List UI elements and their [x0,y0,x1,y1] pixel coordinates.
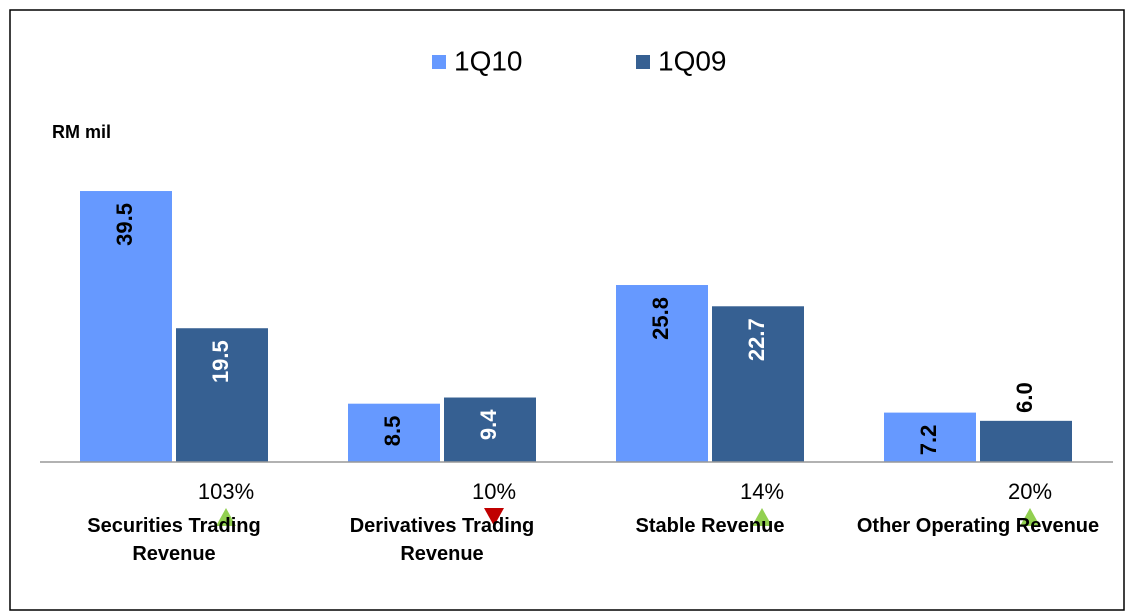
data-label: 6.0 [1012,382,1037,413]
bar [348,403,440,462]
data-label: 25.8 [648,297,673,340]
legend-swatch [636,55,650,69]
change-label: 20% [1008,479,1052,504]
data-label: 7.2 [916,425,941,456]
bar [884,412,976,462]
data-label: 8.5 [380,416,405,447]
bar [712,306,804,462]
data-label: 39.5 [112,203,137,246]
change-label: 10% [472,479,516,504]
bar [980,420,1072,462]
data-label: 19.5 [208,340,233,383]
data-label: 22.7 [744,318,769,361]
category-label: Derivatives Trading Revenue [349,515,535,565]
legend-swatch [432,55,446,69]
legend-label: 1Q09 [658,45,727,76]
bar [176,328,268,462]
change-arrow [1020,508,1040,526]
legend-label: 1Q10 [454,45,523,76]
change-label: 14% [740,479,784,504]
y-axis-label: RM mil [52,122,111,142]
data-label: 9.4 [476,409,501,440]
bar [616,285,708,462]
category-label: Other Operating Revenue [856,515,1100,537]
category-label: Stable Revenue [635,515,785,537]
bar [80,191,172,462]
change-arrow [216,508,236,526]
bar [444,397,536,462]
category-label: Securities Trading Revenue [87,515,261,565]
border [9,9,1125,611]
change-arrow [484,508,504,526]
change-arrow [752,508,772,526]
change-label: 103% [198,479,254,504]
